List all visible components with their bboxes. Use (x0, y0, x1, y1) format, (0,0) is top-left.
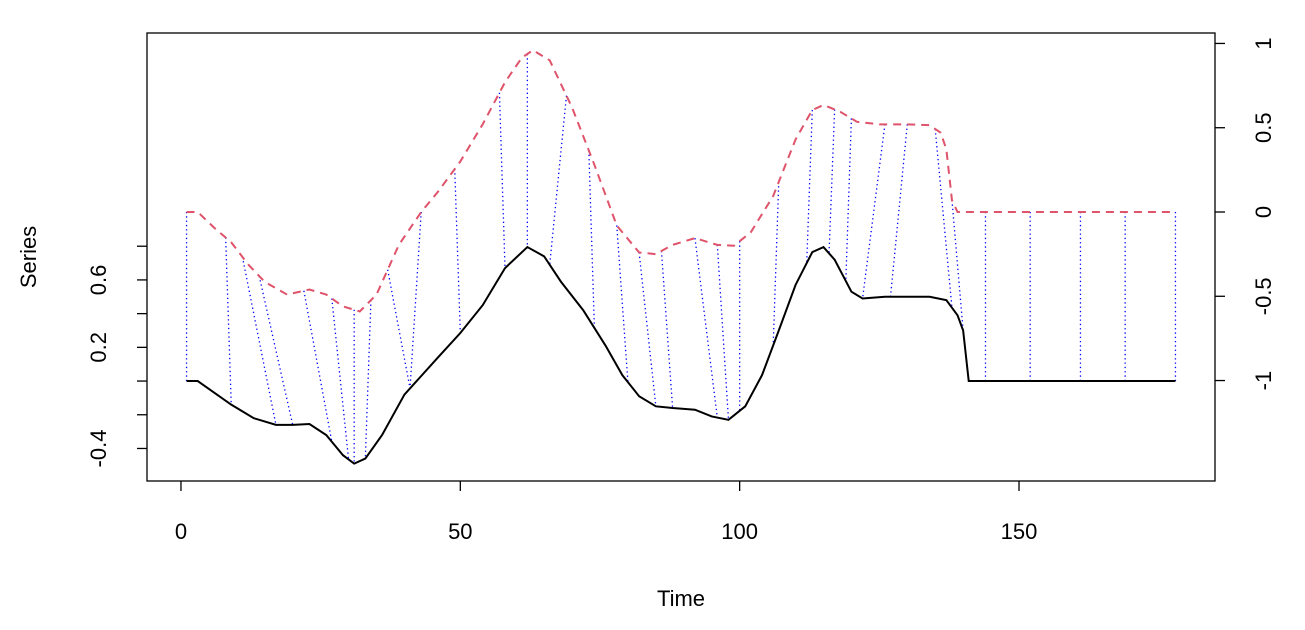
y2-tick-label: -0.5 (1251, 277, 1276, 315)
match-line (241, 256, 277, 426)
y2-tick-label: -1 (1251, 371, 1276, 391)
match-line (716, 244, 730, 420)
y-tick-label: 0.6 (86, 265, 111, 296)
match-line (828, 109, 836, 254)
match-line (638, 252, 657, 407)
series-line (186, 49, 1176, 313)
x-tick-label: 0 (175, 519, 187, 544)
match-line (588, 150, 596, 328)
match-line (889, 124, 908, 297)
y-axis-label: Series (16, 226, 41, 288)
match-line (951, 200, 964, 331)
x-axis-label: Time (657, 586, 705, 611)
match-line (616, 225, 629, 383)
y-tick-label: -0.4 (86, 430, 111, 468)
match-line (861, 124, 886, 299)
match-line (772, 181, 780, 346)
match-line (934, 128, 953, 308)
y2-tick-label: 0 (1251, 206, 1276, 218)
plot-box (146, 32, 1216, 482)
match-line (225, 237, 232, 405)
match-line (454, 168, 461, 334)
x-tick-label: 50 (448, 519, 472, 544)
match-line (498, 92, 506, 269)
match-line (845, 118, 853, 282)
match-line (303, 290, 333, 442)
match-line (409, 211, 422, 389)
x-tick-label: 150 (1001, 519, 1038, 544)
match-line (806, 110, 813, 264)
match-line (364, 300, 372, 459)
y2-tick-label: 0.5 (1251, 112, 1276, 143)
series-line (186, 245, 1176, 465)
match-line (549, 95, 568, 265)
y2-tick-label: 1 (1251, 37, 1276, 49)
y-tick-label: 0.2 (86, 332, 111, 363)
match-line (660, 250, 674, 409)
match-line (258, 275, 294, 426)
match-line (331, 298, 350, 460)
x-tick-label: 100 (721, 519, 758, 544)
match-line (387, 269, 411, 389)
match-line (694, 238, 718, 418)
